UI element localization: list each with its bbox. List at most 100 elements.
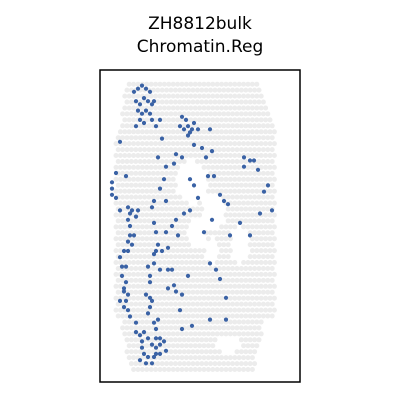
tissue-spot bbox=[260, 254, 266, 260]
tissue-spot bbox=[230, 313, 236, 319]
tissue-spot bbox=[227, 331, 233, 337]
tissue-spot bbox=[221, 230, 227, 236]
tissue-spot bbox=[155, 218, 161, 224]
tissue-spot bbox=[144, 224, 150, 230]
tissue-spot bbox=[170, 260, 176, 265]
data-point bbox=[125, 205, 131, 210]
tissue-spot bbox=[243, 325, 249, 331]
tissue-spot bbox=[175, 271, 181, 277]
data-point bbox=[265, 183, 271, 188]
tissue-spot bbox=[234, 159, 240, 164]
tissue-spot bbox=[131, 81, 137, 87]
tissue-spot bbox=[232, 188, 238, 194]
tissue-spot bbox=[219, 224, 225, 230]
tissue-spot bbox=[133, 361, 139, 367]
tissue-spot bbox=[203, 301, 209, 307]
tissue-spot bbox=[203, 135, 209, 141]
tissue-spot bbox=[166, 93, 172, 99]
tissue-spot bbox=[113, 283, 119, 289]
tissue-spot bbox=[177, 147, 183, 153]
tissue-spot bbox=[179, 141, 185, 147]
tissue-spot bbox=[153, 93, 159, 99]
data-point bbox=[247, 233, 253, 238]
tissue-spot bbox=[128, 170, 134, 176]
data-point bbox=[217, 192, 223, 197]
tissue-spot bbox=[230, 301, 236, 307]
data-point bbox=[173, 289, 179, 294]
tissue-spot bbox=[164, 301, 170, 307]
tissue-spot bbox=[247, 194, 253, 200]
tissue-spot bbox=[243, 349, 249, 355]
tissue-spot bbox=[230, 218, 236, 224]
tissue-spot bbox=[190, 266, 196, 271]
tissue-spot bbox=[133, 242, 139, 248]
tissue-spot bbox=[265, 206, 271, 212]
tissue-spot bbox=[155, 170, 161, 176]
data-point bbox=[207, 317, 213, 322]
tissue-spot bbox=[172, 170, 178, 176]
data-point bbox=[195, 127, 201, 132]
tissue-spot bbox=[208, 289, 214, 295]
tissue-spot bbox=[210, 367, 216, 372]
tissue-spot bbox=[205, 105, 211, 111]
tissue-spot bbox=[128, 349, 134, 355]
tissue-spot bbox=[183, 236, 189, 242]
tissue-spot bbox=[133, 266, 139, 271]
tissue-spot bbox=[122, 331, 128, 337]
tissue-spot bbox=[117, 153, 123, 158]
tissue-spot bbox=[245, 331, 251, 337]
tissue-spot bbox=[168, 170, 174, 176]
tissue-spot bbox=[186, 313, 192, 319]
tissue-spot bbox=[238, 266, 244, 271]
tissue-spot bbox=[168, 349, 174, 355]
tissue-spot bbox=[155, 313, 161, 319]
tissue-spot bbox=[150, 266, 156, 271]
data-point bbox=[145, 99, 151, 104]
tissue-spot bbox=[166, 343, 172, 349]
chart-subtitle: Chromatin.Reg bbox=[136, 37, 264, 57]
tissue-spot bbox=[113, 200, 119, 206]
tissue-spot bbox=[161, 153, 167, 158]
tissue-spot bbox=[128, 337, 134, 343]
tissue-spot bbox=[234, 87, 240, 93]
tissue-spot bbox=[117, 260, 123, 265]
data-point bbox=[227, 233, 233, 238]
tissue-spot bbox=[208, 266, 214, 271]
tissue-spot bbox=[144, 176, 150, 182]
tissue-spot bbox=[258, 141, 264, 147]
tissue-spot bbox=[247, 147, 253, 153]
tissue-spot bbox=[238, 289, 244, 295]
tissue-spot bbox=[208, 230, 214, 236]
tissue-spot bbox=[144, 212, 150, 218]
tissue-spot bbox=[133, 325, 139, 331]
tissue-spot bbox=[238, 147, 244, 153]
tissue-spot bbox=[221, 254, 227, 260]
tissue-spot bbox=[236, 117, 242, 123]
tissue-spot bbox=[166, 81, 172, 87]
tissue-spot bbox=[161, 283, 167, 289]
data-point bbox=[185, 273, 191, 278]
tissue-spot bbox=[221, 266, 227, 271]
tissue-spot bbox=[208, 337, 214, 343]
tissue-spot bbox=[252, 266, 258, 271]
tissue-spot bbox=[186, 277, 192, 283]
data-point bbox=[179, 292, 185, 297]
data-point bbox=[133, 99, 139, 104]
tissue-spot bbox=[210, 271, 216, 277]
tissue-spot bbox=[210, 283, 216, 289]
tissue-spot bbox=[186, 337, 192, 343]
tissue-spot bbox=[175, 343, 181, 349]
data-point bbox=[151, 198, 157, 204]
data-point bbox=[207, 261, 213, 266]
tissue-spot bbox=[190, 277, 196, 283]
data-point bbox=[163, 198, 169, 204]
tissue-spot bbox=[245, 283, 251, 289]
expression-spots bbox=[109, 83, 275, 366]
tissue-spot bbox=[168, 325, 174, 331]
tissue-spot bbox=[205, 367, 211, 372]
tissue-spot bbox=[199, 111, 205, 117]
tissue-spot bbox=[245, 176, 251, 182]
tissue-spot bbox=[263, 164, 269, 170]
tissue-spot bbox=[113, 153, 119, 158]
tissue-spot bbox=[208, 325, 214, 331]
